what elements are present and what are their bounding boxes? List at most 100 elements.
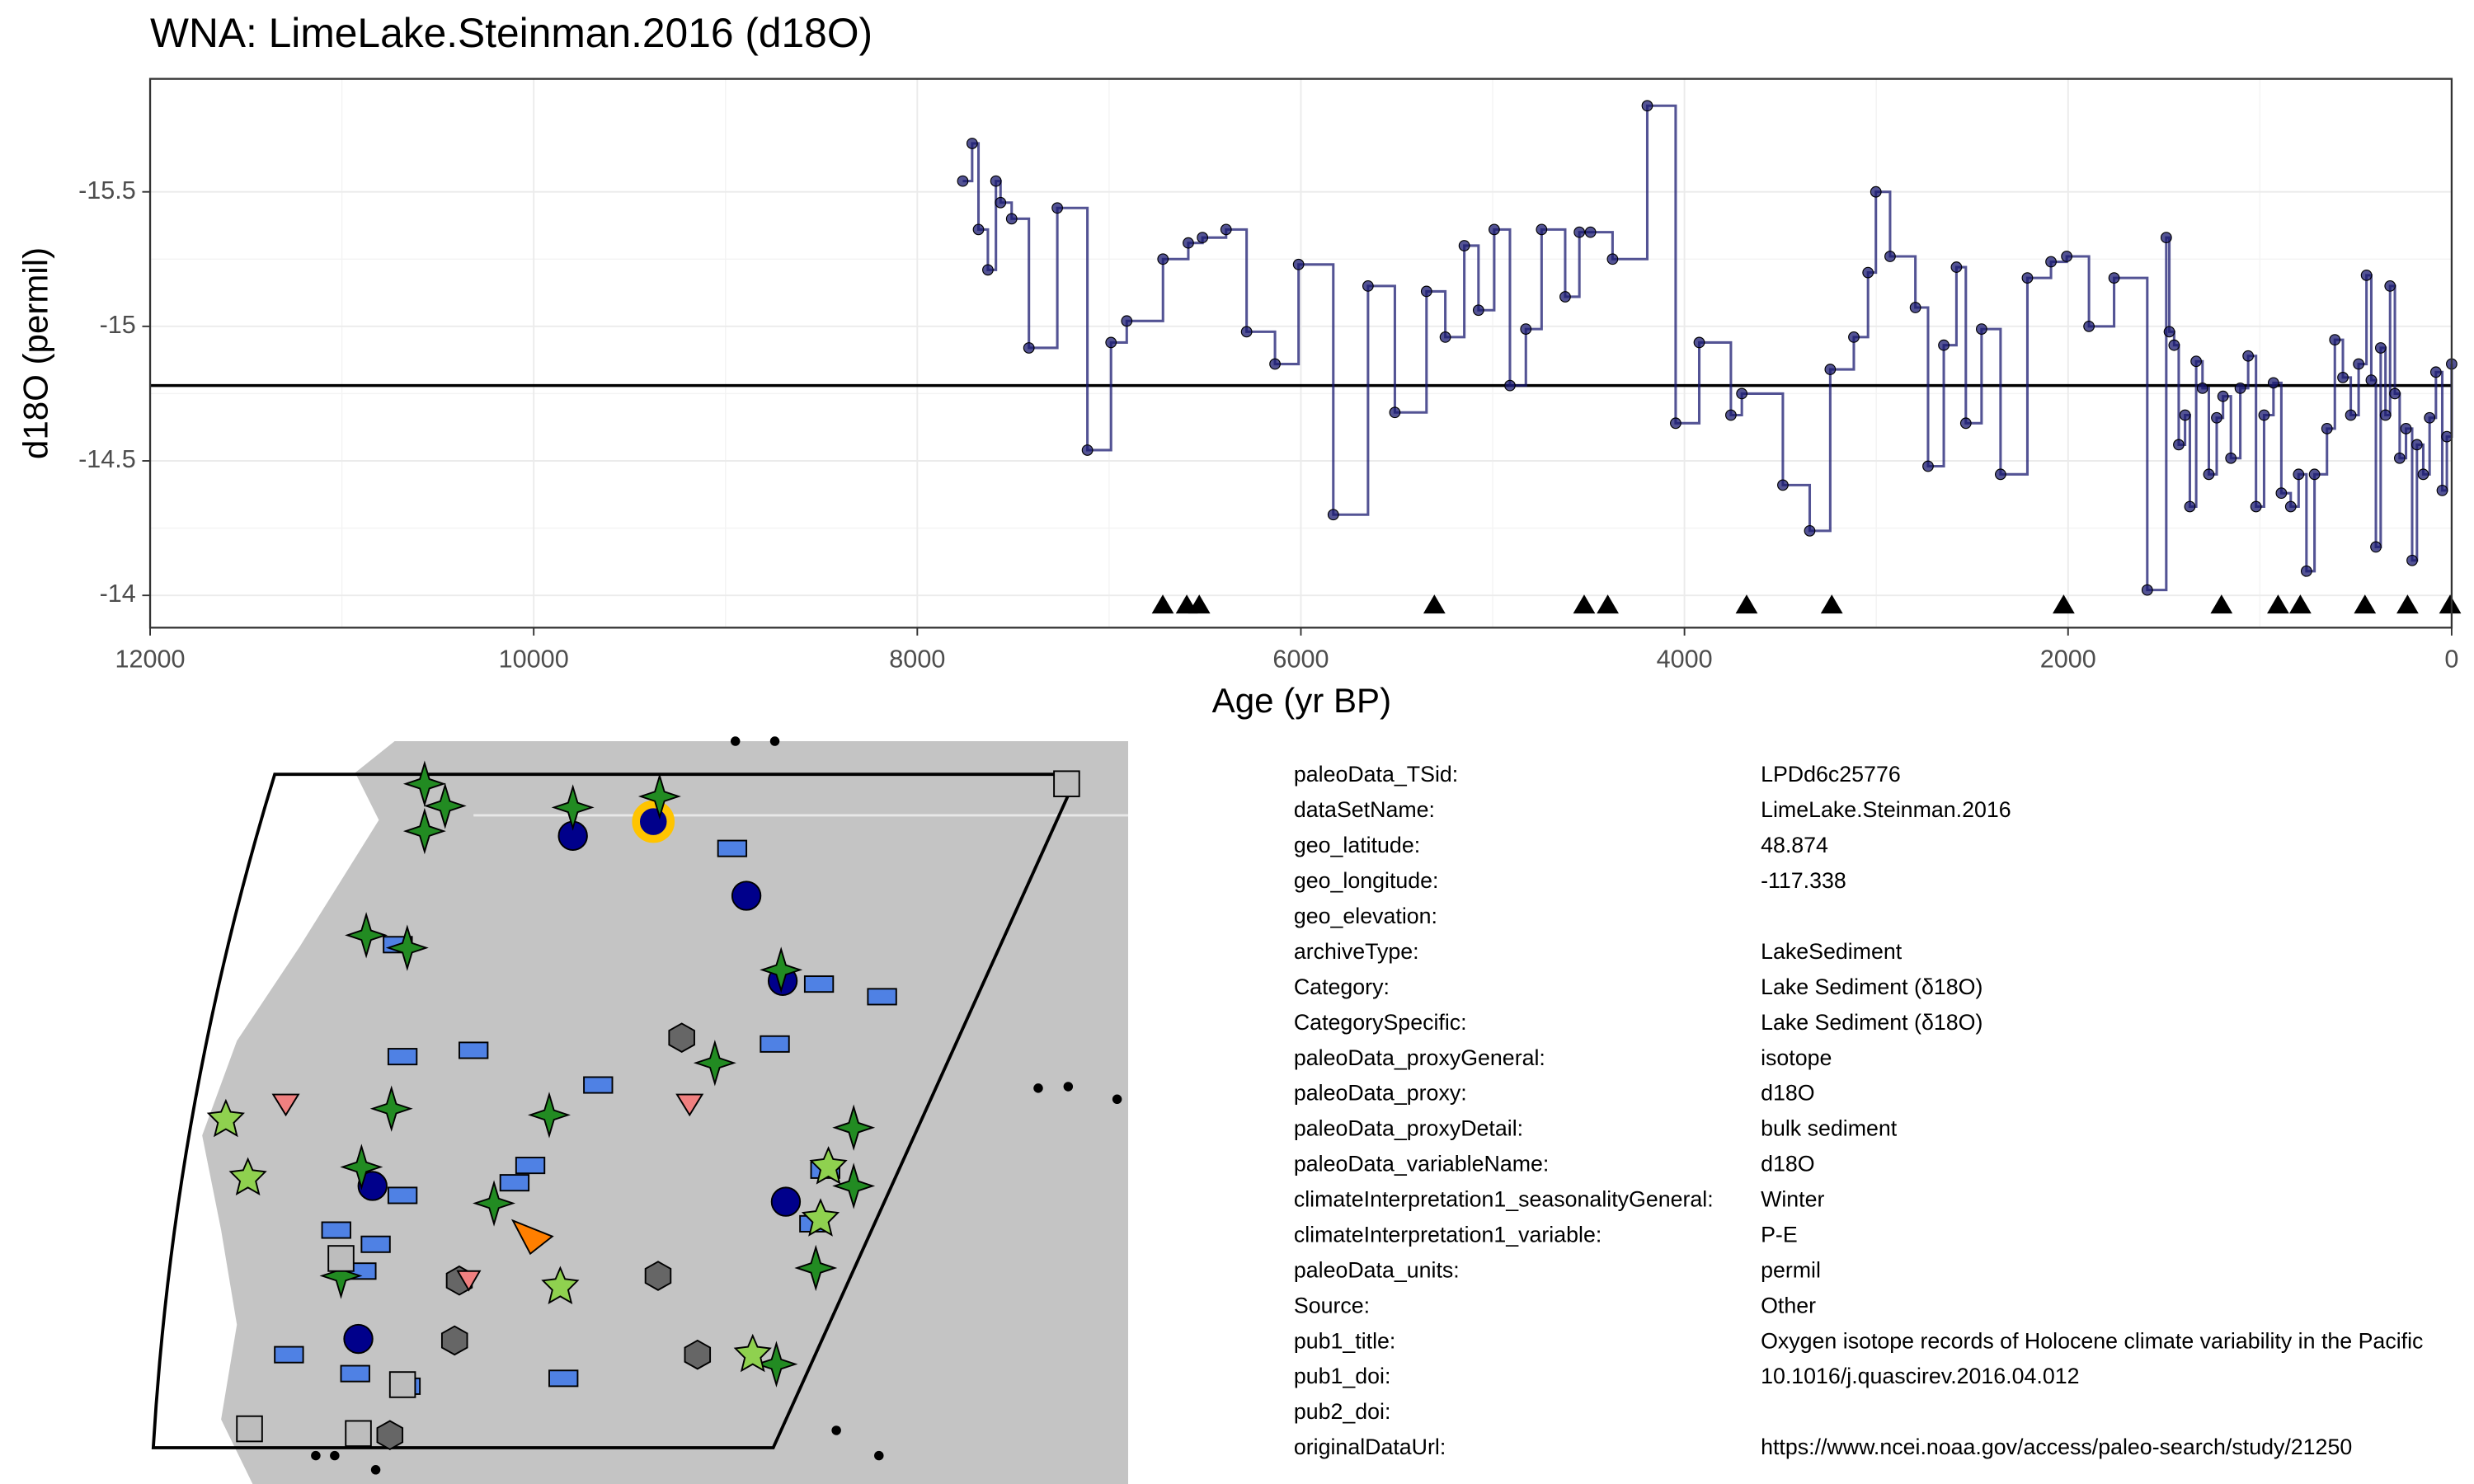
data-point: [1458, 240, 1470, 251]
data-point: [2389, 387, 2401, 400]
y-tick-label: -14.5: [78, 445, 136, 473]
data-point: [1950, 261, 1963, 273]
meta-key: CategorySpecific:: [1294, 1010, 1467, 1035]
data-point: [2436, 485, 2448, 496]
data-point: [2225, 452, 2237, 464]
data-point: [1183, 237, 1194, 249]
meta-value: -117.338: [1761, 868, 1846, 893]
data-point: [1777, 479, 1789, 491]
circle-markers: [343, 820, 802, 1355]
plot-border: [148, 77, 2453, 629]
x-tick-label: 6000: [1272, 646, 1329, 674]
data-point: [1081, 444, 1094, 456]
meta-value: Lake Sediment (δ18O): [1761, 974, 1982, 999]
data-point: [2184, 500, 2196, 513]
data-point: [1870, 186, 1882, 198]
data-point: [1051, 202, 1063, 214]
data-point: [1573, 226, 1586, 238]
meta-value: 10.1016/j.quascirev.2016.04.012: [1761, 1364, 2079, 1388]
tie-point: [1151, 594, 1174, 614]
data-point: [2329, 334, 2341, 346]
tie-point: [1423, 594, 1446, 614]
data-point: [2429, 366, 2442, 378]
data-point: [1922, 460, 1934, 472]
data-point: [2141, 584, 2153, 596]
meta-key: paleoData_proxyDetail:: [1294, 1116, 1523, 1141]
data-point: [1157, 253, 1169, 265]
meta-value: Other: [1761, 1293, 1816, 1317]
x-tick-label: 8000: [889, 646, 945, 674]
meta-value: d18O: [1761, 1081, 1814, 1106]
data-point: [2190, 355, 2203, 368]
meta-key: pub1_title:: [1294, 1328, 1396, 1353]
data-point: [2417, 468, 2429, 481]
data-point: [1884, 251, 1896, 262]
data-point: [1559, 291, 1571, 303]
data-point: [2393, 452, 2406, 464]
data-point: [995, 196, 1007, 209]
data-point: [1725, 409, 1737, 421]
triangle-markers: [271, 1093, 704, 1292]
data-point: [1362, 280, 1374, 292]
data-point: [2211, 411, 2222, 424]
meta-key: originalDataUrl:: [1294, 1435, 1446, 1459]
meta-key: Source:: [1294, 1293, 1370, 1317]
data-point: [2196, 383, 2208, 394]
data-point: [2267, 377, 2279, 389]
data-point: [1105, 336, 1117, 349]
data-point: [2021, 272, 2034, 284]
data-point: [2284, 500, 2297, 513]
meta-value: LimeLake.Steinman.2016: [1761, 797, 2011, 822]
data-point: [1909, 302, 1921, 313]
data-point: [1292, 258, 1305, 270]
x-tick-label: 0: [2444, 646, 2458, 674]
meta-key: pub2_doi:: [1294, 1399, 1391, 1424]
meta-value: LakeSediment: [1761, 939, 1903, 964]
meta-key: paleoData_variableName:: [1294, 1152, 1549, 1176]
tie-point: [2053, 594, 2075, 614]
meta-key: climateInterpretation1_variable:: [1294, 1222, 1602, 1247]
data-point: [2353, 358, 2364, 370]
meta-key: Category:: [1294, 974, 1390, 999]
land: [202, 741, 1129, 1484]
data-point: [972, 223, 985, 236]
data-point: [990, 175, 1002, 187]
data-point: [1240, 326, 1253, 338]
tie-point: [1820, 594, 1843, 614]
meta-key: pub1_doi:: [1294, 1364, 1391, 1388]
x-tick-label: 2000: [2040, 646, 2096, 674]
data-point: [2374, 342, 2387, 354]
data-point: [2258, 409, 2270, 421]
data-point: [1824, 364, 1837, 375]
data-point: [2203, 468, 2215, 481]
tie-point: [2289, 594, 2312, 614]
meta-value: isotope: [1761, 1045, 1832, 1070]
x-tick-label: 4000: [1657, 646, 1713, 674]
meta-key: climateInterpretation1_seasonalityGenera…: [1294, 1187, 1714, 1212]
meta-key: geo_latitude:: [1294, 833, 1420, 857]
data-point: [1693, 336, 1705, 349]
data-point: [2160, 232, 2172, 244]
data-point: [2234, 383, 2246, 394]
meta-key: paleoData_proxyGeneral:: [1294, 1045, 1545, 1070]
data-point: [1862, 266, 1874, 279]
data-point: [2300, 565, 2312, 577]
data-point: [2345, 409, 2357, 421]
data-point: [2275, 487, 2288, 500]
selected-site: [632, 800, 675, 843]
y-tick-label: -14: [100, 580, 136, 608]
data-point: [2384, 280, 2396, 292]
x-axis-title: Age (yr BP): [1212, 681, 1391, 720]
data-point: [2406, 554, 2418, 566]
data-point: [2083, 320, 2095, 332]
data-point: [1005, 213, 1018, 225]
y-tick-label: -15: [100, 311, 136, 339]
tie-point: [2210, 594, 2233, 614]
data-point: [2379, 409, 2392, 421]
data-point: [2108, 272, 2120, 284]
data-point: [2321, 422, 2333, 434]
data-point: [1197, 232, 1209, 244]
meta-value: bulk sediment: [1761, 1116, 1898, 1141]
data-point: [1959, 417, 1972, 430]
data-point: [1472, 304, 1484, 317]
